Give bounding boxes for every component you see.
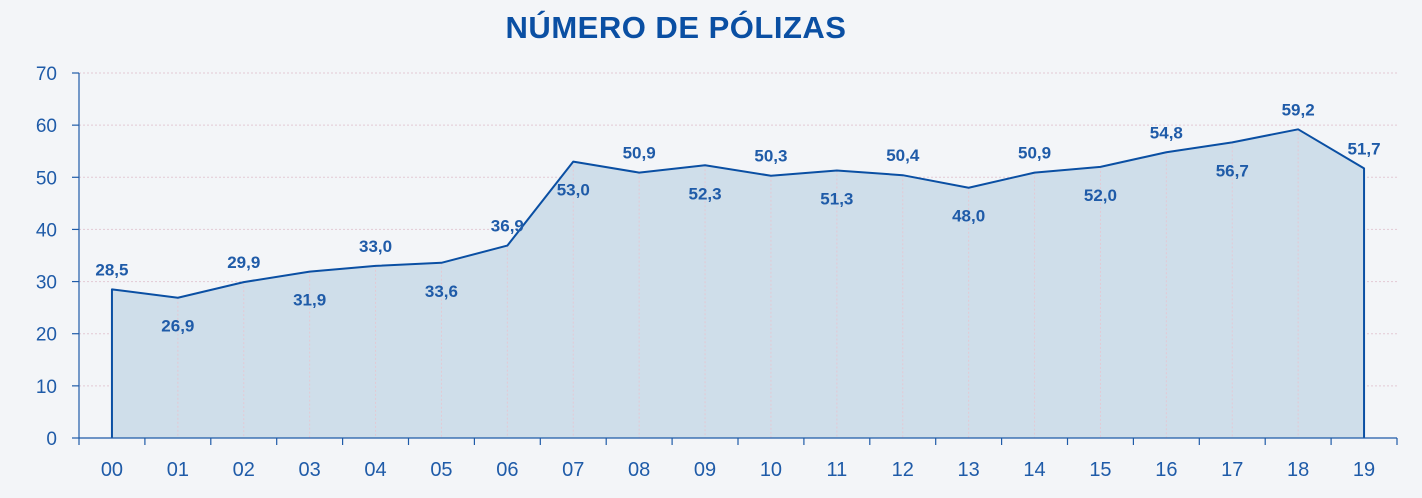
x-tick-label: 03 [299,459,321,481]
data-label: 33,6 [425,282,458,301]
y-tick-label: 40 [36,220,57,241]
x-tick-label: 18 [1287,459,1309,481]
data-label: 29,9 [227,253,260,272]
data-label: 50,9 [1018,144,1051,163]
x-tick-label: 09 [694,459,716,481]
data-label: 53,0 [557,181,590,200]
y-tick-label: 20 [36,325,57,346]
x-tick-label: 05 [430,459,452,481]
data-label: 52,3 [689,184,722,203]
data-label: 50,9 [623,144,656,163]
data-label: 50,3 [754,147,787,166]
y-tick-label: 0 [46,429,57,450]
data-label: 28,5 [95,260,128,279]
data-label: 51,7 [1348,139,1381,158]
x-tick-label: 10 [760,459,782,481]
x-tick-label: 06 [496,459,518,481]
x-tick-label: 08 [628,459,650,481]
x-tick-label: 11 [826,459,847,481]
series-line [110,128,1366,438]
x-tick-label: 00 [101,459,123,481]
data-label: 54,8 [1150,123,1183,142]
x-tick-label: 15 [1089,459,1111,481]
data-label: 36,9 [491,217,524,236]
x-tick-label: 14 [1023,459,1045,481]
y-tick-label: 50 [36,168,57,189]
data-label: 48,0 [952,207,985,226]
data-label: 52,0 [1084,186,1117,205]
data-label: 26,9 [161,317,194,336]
x-tick-label: 01 [167,459,189,481]
x-tick-label: 07 [562,459,584,481]
y-tick-label: 30 [36,273,57,294]
x-tick-label: 04 [364,459,386,481]
x-tick-label: 02 [233,459,255,481]
x-tick-label: 19 [1353,459,1375,481]
data-label: 33,0 [359,237,392,256]
y-tick-label: 70 [36,64,57,85]
x-tick-label: 13 [958,459,980,481]
y-tick-label: 10 [36,377,57,398]
x-tick-label: 16 [1155,459,1177,481]
data-label: 56,7 [1216,161,1249,180]
data-label: 59,2 [1282,100,1315,119]
x-tick-label: 17 [1221,459,1243,481]
data-label: 31,9 [293,291,326,310]
x-tick-label: 12 [892,459,914,481]
y-tick-label: 60 [36,116,57,137]
area-fill [111,129,1365,439]
chart-title: NÚMERO DE PÓLIZAS [505,10,847,45]
data-label: 51,3 [820,190,853,209]
data-label: 50,4 [886,146,920,165]
